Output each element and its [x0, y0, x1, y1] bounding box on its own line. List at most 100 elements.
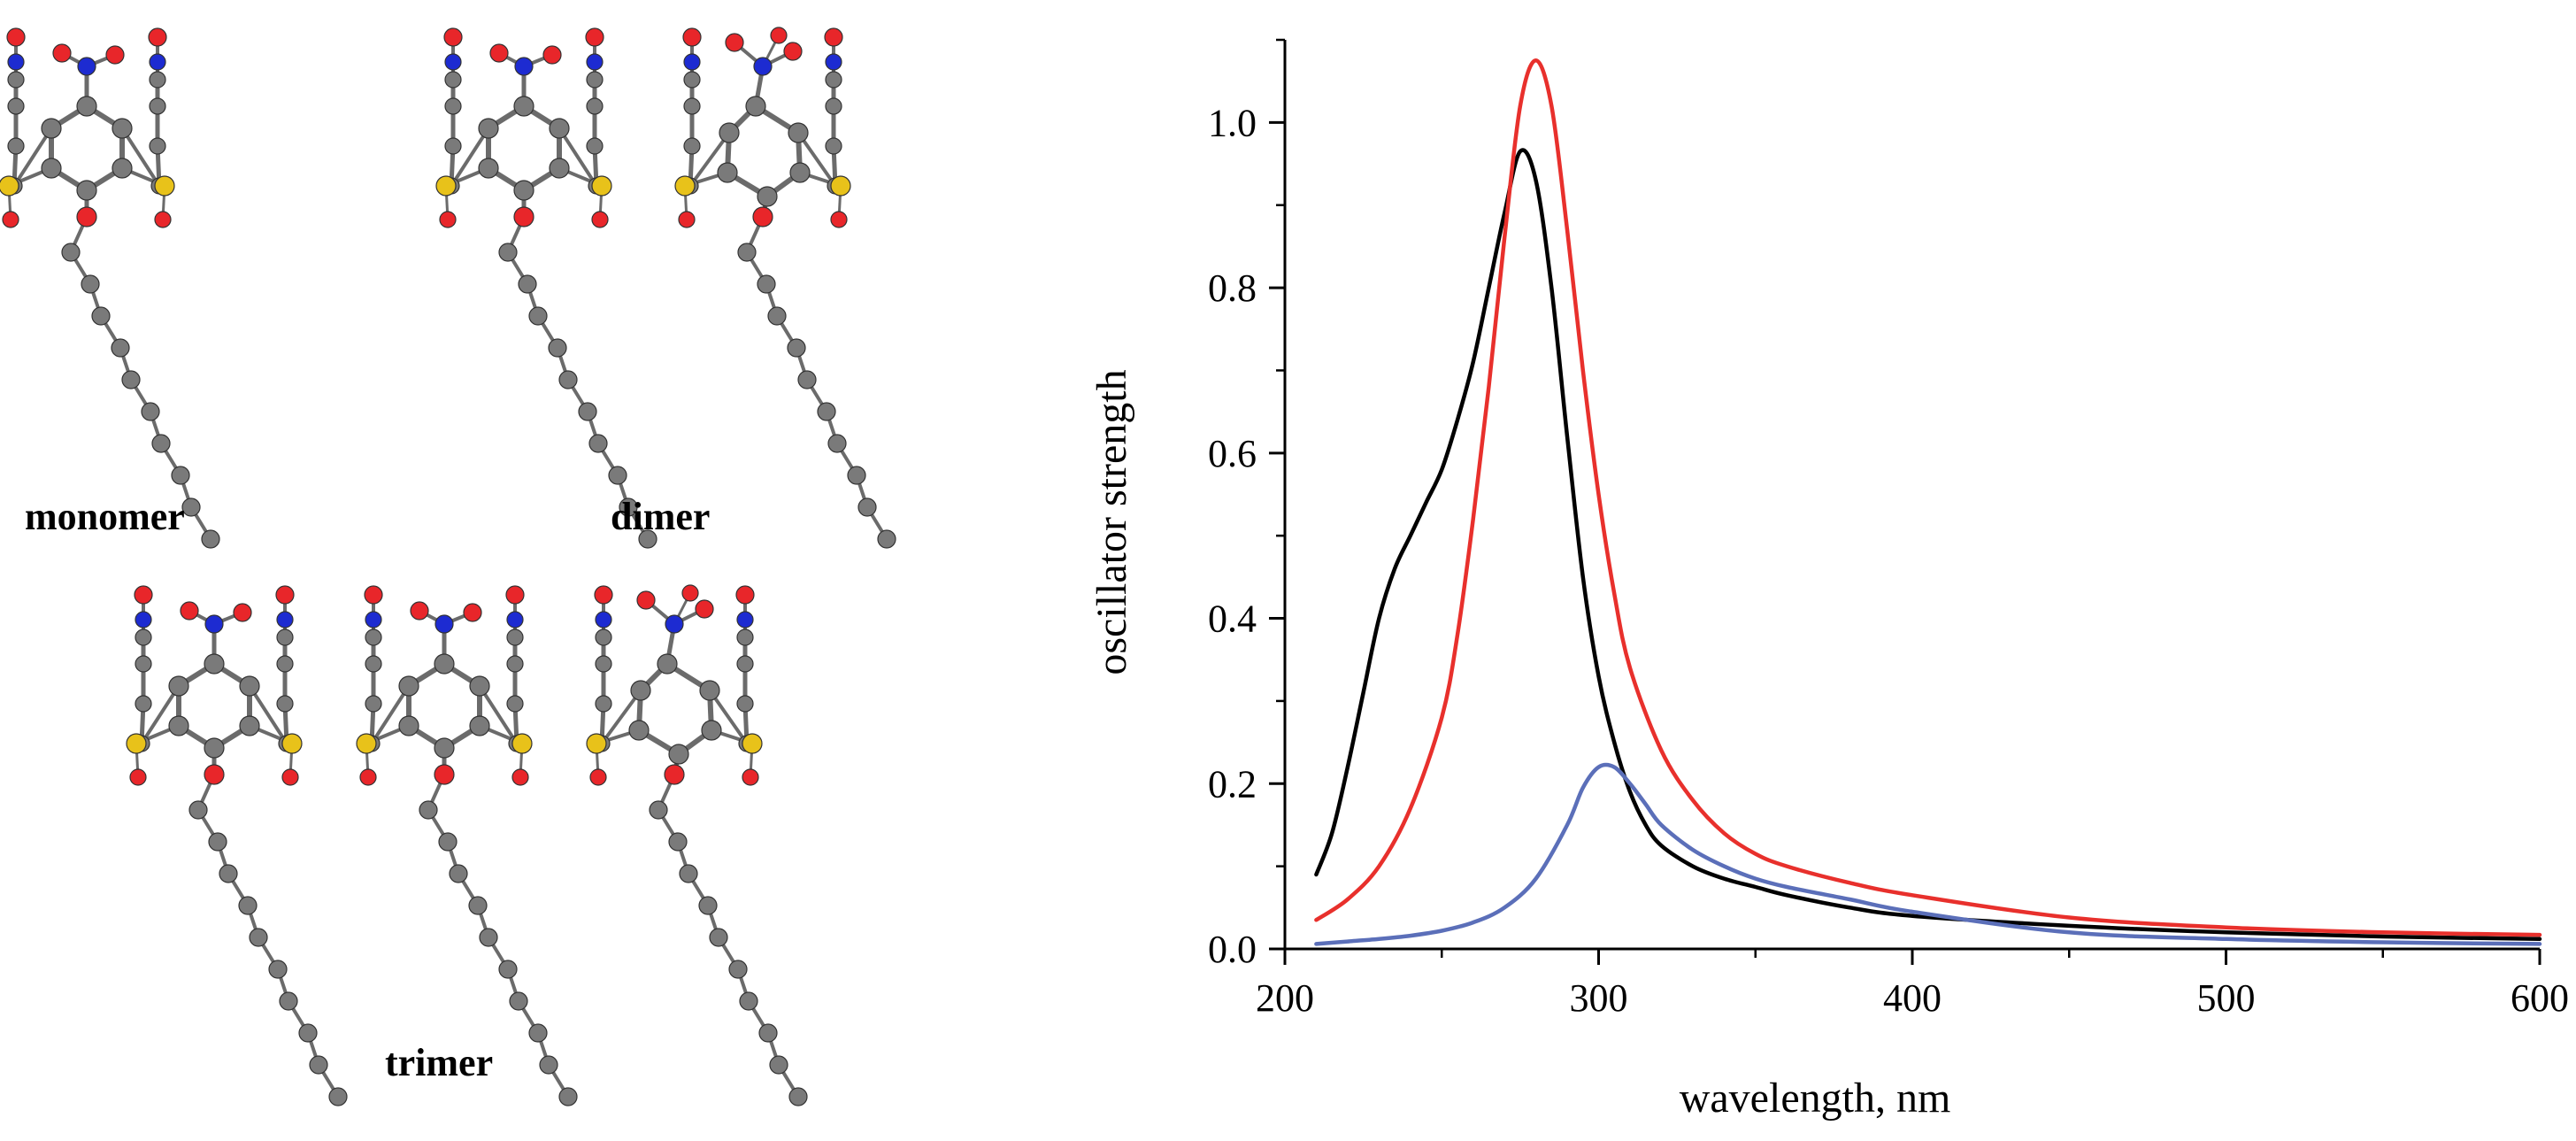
oxygen-atom: [105, 45, 125, 65]
nitrogen-atom: [683, 53, 701, 71]
carbon-atom: [438, 832, 458, 852]
carbon-atom: [518, 274, 537, 294]
carbon-atom: [478, 118, 499, 139]
carbon-atom: [739, 991, 758, 1011]
oxygen-atom: [359, 768, 377, 786]
nitrogen-atom: [149, 53, 166, 71]
x-tick-label: 500: [2197, 976, 2256, 1020]
carbon-atom: [268, 960, 288, 979]
carbon-atom: [239, 715, 260, 736]
oxygen-atom: [505, 585, 525, 605]
bond: [688, 131, 731, 188]
carbon-atom: [41, 158, 62, 179]
carbon-atom: [657, 653, 678, 675]
molecule: [0, 27, 220, 549]
bond: [478, 684, 519, 745]
nitrogen-atom: [736, 611, 754, 628]
y-tick-label: 0.8: [1208, 266, 1257, 310]
carbon-atom: [238, 896, 258, 915]
carbon-atom: [398, 675, 419, 697]
carbon-atom: [586, 97, 604, 115]
chart-axes: [1283, 40, 2540, 951]
oxygen-atom: [783, 42, 803, 61]
carbon-atom: [679, 864, 698, 883]
carbon-atom: [249, 928, 268, 947]
x-tick-label: 400: [1883, 976, 1942, 1020]
nitrogen-atom: [276, 611, 294, 628]
carbon-atom: [698, 896, 718, 915]
carbon-atom: [434, 653, 455, 675]
carbon-atom: [444, 97, 462, 115]
carbon-atom: [506, 695, 524, 713]
carbon-atom: [276, 628, 294, 646]
carbon-atom: [239, 675, 260, 697]
carbon-atom: [469, 675, 490, 697]
carbon-atom: [628, 720, 650, 741]
carbon-atom: [513, 96, 534, 117]
caption-dimer: dimer: [611, 495, 710, 538]
nitrogen-atom: [514, 57, 534, 76]
carbon-atom: [76, 96, 97, 117]
carbon-atom: [135, 695, 152, 713]
carbon-atom: [787, 338, 806, 358]
oxygen-atom: [410, 601, 429, 621]
molecule-drawings: [0, 27, 896, 1106]
oxygen-atom: [770, 27, 788, 44]
carbon-atom: [444, 71, 462, 89]
carbon-atom: [509, 991, 528, 1011]
oxygen-atom: [489, 43, 509, 63]
carbon-atom: [595, 628, 612, 646]
carbon-atom: [788, 1087, 808, 1106]
x-tick-label: 300: [1570, 976, 1628, 1020]
bond: [12, 127, 53, 188]
carbon-atom: [141, 402, 160, 421]
carbon-atom: [757, 186, 778, 207]
oxygen-atom: [443, 27, 463, 47]
series-line-1: [1314, 148, 2542, 942]
sulfur-atom: [586, 733, 607, 754]
carbon-atom: [309, 1055, 328, 1075]
carbon-atom: [149, 137, 166, 155]
oscillator-strength-chart: 0.0 0.2 0.4 0.6 0.8 1.0 200 300 400 500 600 wavele…: [1088, 38, 2569, 1122]
x-tick-label: 600: [2511, 976, 2569, 1020]
carbon-atom: [558, 1087, 578, 1106]
oxygen-atom: [180, 601, 199, 621]
carbon-atom: [506, 655, 524, 673]
carbon-atom: [513, 180, 534, 201]
molecule: [126, 585, 348, 1106]
oxygen-atom: [364, 585, 383, 605]
oxygen-atom: [725, 33, 744, 52]
carbon-atom: [204, 737, 225, 759]
carbon-atom: [91, 306, 111, 326]
sulfur-atom: [674, 175, 696, 197]
chart-ticks: 0.0 0.2 0.4 0.6 0.8 1.0 200 300 400 500 600: [1208, 38, 2569, 1020]
carbon-atom: [758, 1023, 778, 1043]
sulfur-atom: [281, 733, 303, 754]
carbon-atom: [789, 162, 811, 183]
carbon-atom: [168, 715, 189, 736]
carbon-atom: [219, 864, 238, 883]
x-axis-title: wavelength, nm: [1680, 1075, 1951, 1122]
carbon-atom: [757, 274, 776, 294]
carbon-atom: [769, 1055, 788, 1075]
bond: [450, 127, 490, 188]
carbon-atom: [737, 243, 757, 262]
chart-series: [1314, 58, 2542, 946]
carbon-atom: [135, 628, 152, 646]
bond: [708, 689, 749, 745]
carbon-atom: [595, 695, 612, 713]
oxygen-atom: [735, 585, 755, 605]
carbon-atom: [638, 529, 657, 549]
carbon-atom: [41, 118, 62, 139]
oxygen-atom: [594, 585, 613, 605]
carbon-atom: [578, 402, 597, 421]
carbon-atom: [558, 370, 578, 389]
nitrogen-atom: [7, 53, 25, 71]
nitrogen-atom: [506, 611, 524, 628]
oxygen-atom: [204, 764, 225, 785]
carbon-atom: [767, 306, 787, 326]
carbon-atom: [171, 466, 190, 485]
carbon-atom: [201, 529, 220, 549]
oxygen-atom: [281, 768, 299, 786]
carbon-atom: [498, 243, 518, 262]
